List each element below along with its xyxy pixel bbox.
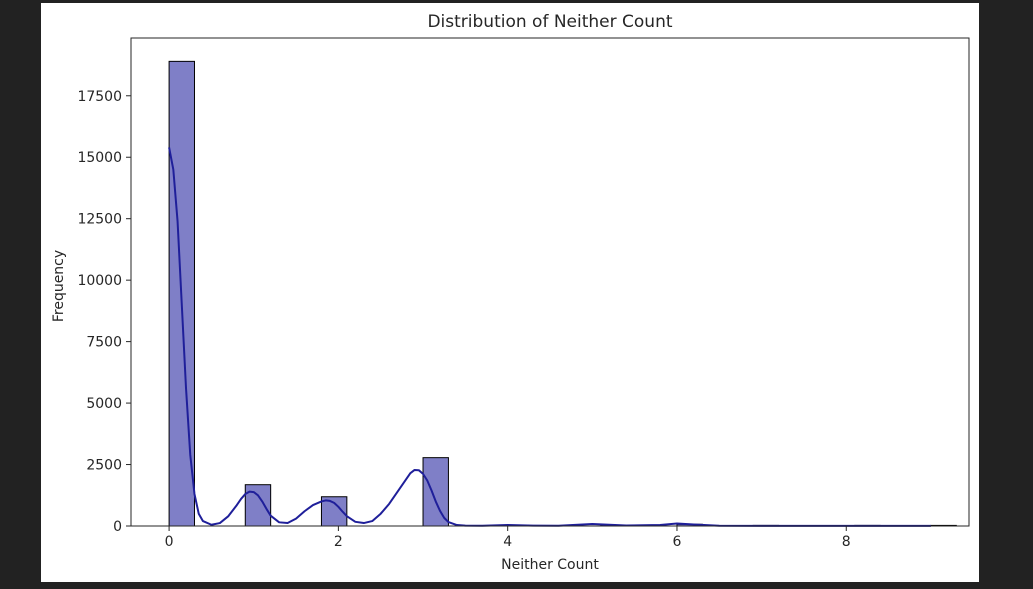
plot-frame — [130, 37, 970, 527]
x-tick-label: 8 — [842, 534, 851, 550]
y-tick-label: 12500 — [77, 212, 122, 228]
kde-layer — [168, 147, 931, 527]
x-tick-label: 2 — [334, 534, 343, 550]
y-tick-label: 2500 — [86, 458, 122, 474]
y-tick-label: 10000 — [77, 273, 122, 289]
x-axis-label: Neither Count — [501, 557, 599, 573]
y-ticks: 0 2500 5000 7500 10000 12500 15000 17500 — [77, 89, 131, 535]
chart-title: Distribution of Neither Count — [427, 12, 672, 32]
y-tick-label: 15000 — [77, 150, 122, 166]
y-axis-label: Frequency — [51, 250, 67, 322]
y-tick-label: 17500 — [77, 89, 122, 105]
x-ticks: 0 2 4 6 8 — [165, 526, 851, 550]
x-tick-label: 4 — [503, 534, 512, 550]
figure: Distribution of Neither Count Neither Co… — [41, 3, 979, 582]
kde-curve — [168, 147, 931, 527]
y-tick-label: 0 — [113, 519, 122, 535]
bars-layer — [168, 60, 957, 527]
histogram-chart: Distribution of Neither Count Neither Co… — [51, 12, 970, 573]
y-tick-label: 7500 — [86, 335, 122, 351]
y-tick-label: 5000 — [86, 396, 122, 412]
x-tick-label: 0 — [165, 534, 174, 550]
x-tick-label: 6 — [673, 534, 682, 550]
histogram-bar — [422, 457, 449, 527]
